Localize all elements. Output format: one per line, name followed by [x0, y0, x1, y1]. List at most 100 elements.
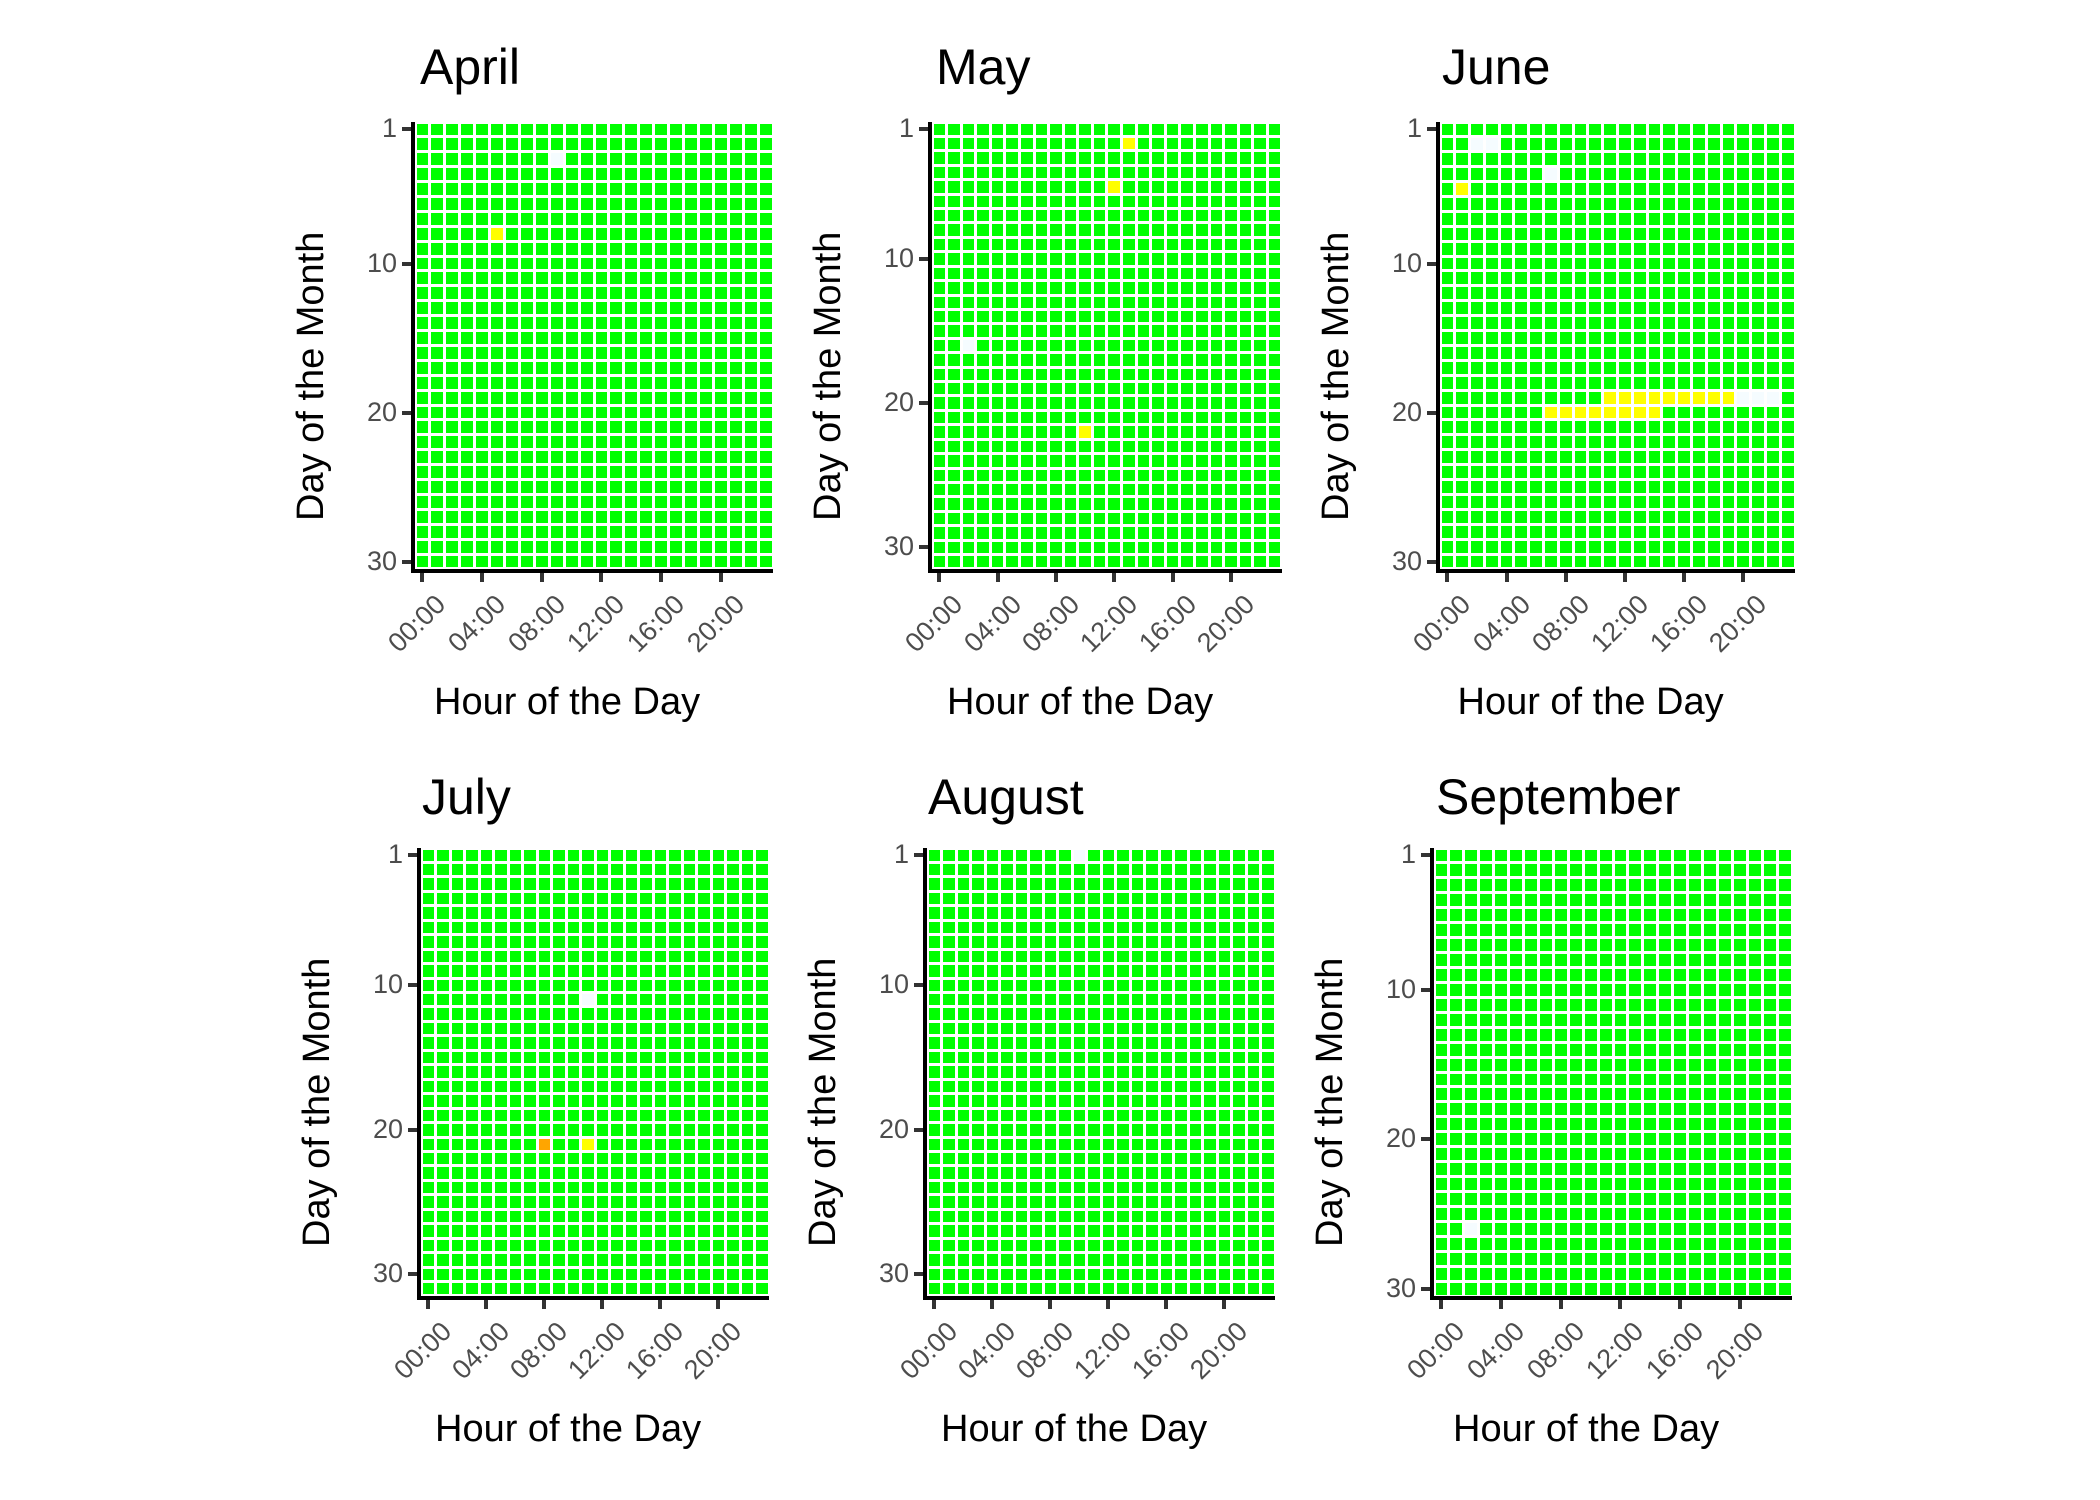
heatmap-cell: [1485, 436, 1498, 449]
heatmap-cell: [1059, 1022, 1071, 1035]
heatmap-cell: [535, 540, 548, 553]
heatmap-cell: [1584, 998, 1597, 1011]
heatmap-cell: [1210, 152, 1223, 164]
heatmap-cell: [1218, 994, 1230, 1006]
heatmap-cell: [1137, 556, 1150, 568]
heatmap-cell: [1015, 1037, 1027, 1049]
heatmap-cell: [1079, 469, 1091, 481]
heatmap-cell: [1073, 994, 1085, 1006]
heatmap-cell: [1020, 238, 1033, 251]
heatmap-cell: [476, 168, 489, 181]
heatmap-cell: [1160, 1196, 1172, 1208]
heatmap-cell: [1435, 939, 1448, 952]
heatmap-cell: [957, 1066, 969, 1078]
heatmap-cell: [1006, 368, 1018, 381]
heatmap-cell: [1737, 406, 1750, 419]
heatmap-cell: [1614, 1163, 1627, 1176]
y-tick-label: 1: [1400, 839, 1416, 870]
heatmap-cell: [1247, 1066, 1259, 1078]
heatmap-cell: [610, 466, 623, 479]
heatmap-cell: [1748, 1043, 1761, 1056]
heatmap-cell: [437, 1167, 449, 1179]
heatmap-cell: [1079, 527, 1091, 539]
heatmap-cell: [1175, 1167, 1187, 1179]
heatmap-cell: [1204, 1124, 1216, 1136]
heatmap-cell: [1525, 939, 1537, 952]
heatmap-cell: [431, 302, 444, 315]
heatmap-cell: [595, 361, 608, 374]
heatmap-cell: [1108, 123, 1121, 135]
heatmap-cell: [991, 166, 1004, 179]
heatmap-cell: [741, 1037, 753, 1049]
heatmap-cell: [1001, 936, 1013, 948]
heatmap-cell: [1619, 287, 1631, 300]
heatmap-cell: [1574, 332, 1587, 344]
heatmap-cell: [1614, 1073, 1627, 1086]
heatmap-cell: [1064, 455, 1077, 467]
heatmap-cell: [1733, 998, 1746, 1011]
heatmap-cell: [595, 212, 608, 225]
heatmap-cell: [759, 227, 772, 240]
heatmap-cell: [1510, 968, 1522, 981]
heatmap-cell: [625, 1196, 637, 1208]
heatmap-cell: [1239, 224, 1252, 236]
heatmap-cell: [1763, 1192, 1776, 1205]
heatmap-cell: [714, 540, 727, 553]
heatmap-cell: [1778, 1207, 1791, 1220]
heatmap-cell: [1079, 137, 1091, 150]
heatmap-cell: [1674, 983, 1687, 996]
heatmap-cell: [476, 540, 489, 553]
heatmap-cell: [1160, 1167, 1172, 1179]
heatmap-cell: [1574, 481, 1587, 493]
heatmap-cell: [759, 346, 772, 359]
heatmap-cell: [640, 317, 653, 330]
heatmap-cell: [1539, 1028, 1552, 1041]
heatmap-cell: [972, 863, 984, 876]
heatmap-cell: [1704, 1013, 1716, 1026]
heatmap-cell: [1530, 138, 1543, 151]
heatmap-cell: [1707, 346, 1720, 359]
heatmap-cell: [1239, 325, 1252, 337]
heatmap-cell: [1225, 368, 1237, 381]
heatmap-cell: [729, 510, 742, 523]
heatmap-cell: [1262, 907, 1274, 919]
heatmap-cell: [1763, 1133, 1776, 1146]
heatmap-cell: [962, 253, 975, 265]
heatmap-cell: [1633, 421, 1646, 434]
heatmap-cell: [756, 1196, 768, 1208]
heatmap-cell: [1030, 979, 1042, 992]
heatmap-cell: [1480, 968, 1493, 981]
heatmap-cell: [1733, 1267, 1746, 1280]
heatmap-cell: [446, 272, 459, 285]
heatmap-cell: [655, 212, 668, 225]
heatmap-cell: [1254, 296, 1266, 308]
heatmap-cell: [759, 123, 772, 136]
heatmap-cell: [1599, 894, 1612, 907]
heatmap-cell: [1707, 183, 1720, 195]
heatmap-cell: [756, 1008, 768, 1020]
heatmap-cell: [596, 1008, 608, 1020]
heatmap-cell: [565, 197, 578, 210]
heatmap-cell: [1088, 1181, 1100, 1194]
heatmap-cell: [1604, 272, 1616, 285]
heatmap-cell: [962, 224, 975, 236]
heatmap-cell: [1644, 1267, 1657, 1280]
heatmap-cell: [756, 921, 768, 934]
heatmap-cell: [509, 892, 521, 905]
heatmap-cell: [495, 1283, 507, 1295]
heatmap-cell: [1233, 1109, 1245, 1122]
heatmap-cell: [727, 994, 739, 1006]
heatmap-cell: [1239, 440, 1252, 453]
heatmap-cell: [509, 1008, 521, 1020]
heatmap-cell: [466, 965, 478, 977]
heatmap-cell: [1073, 1109, 1085, 1122]
heatmap-cell: [1465, 1252, 1478, 1265]
heatmap-cell: [1674, 1237, 1687, 1250]
x-tick-mark: [542, 1300, 547, 1309]
heatmap-cell: [670, 466, 682, 479]
heatmap-cell: [1674, 1282, 1687, 1295]
heatmap-cell: [1160, 1051, 1172, 1064]
heatmap-cell: [1233, 1196, 1245, 1208]
heatmap-cell: [699, 257, 712, 270]
heatmap-cell: [1210, 339, 1223, 352]
